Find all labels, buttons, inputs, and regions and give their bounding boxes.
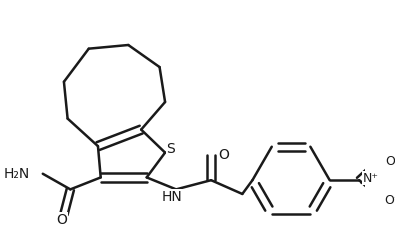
Text: S: S xyxy=(166,142,175,156)
Text: N⁺: N⁺ xyxy=(363,172,379,185)
Text: O: O xyxy=(386,155,395,168)
Text: O: O xyxy=(218,148,229,162)
Text: O: O xyxy=(56,213,68,227)
Text: O⁻: O⁻ xyxy=(384,194,395,207)
Text: HN: HN xyxy=(162,190,183,204)
Text: H₂N: H₂N xyxy=(4,167,30,181)
